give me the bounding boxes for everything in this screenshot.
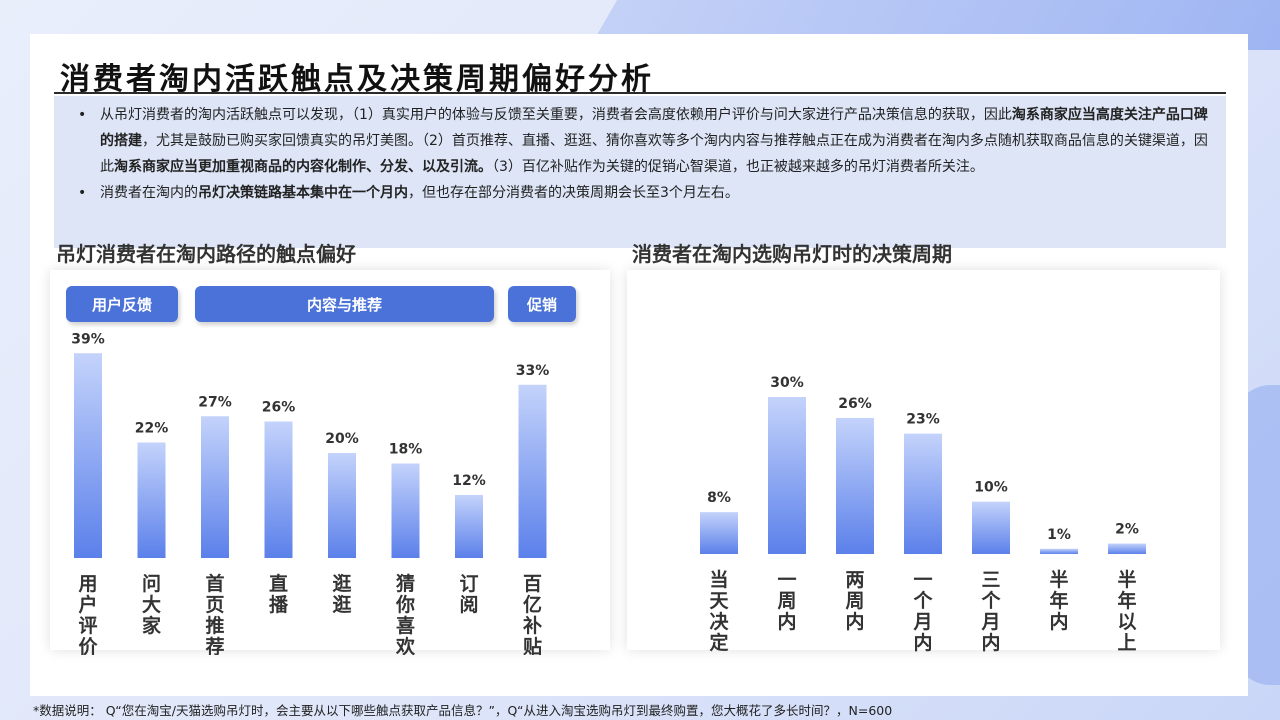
title-underline [54, 92, 1226, 94]
category-tag-promotion: 促销 [508, 286, 576, 322]
category-label: 问大家 [142, 573, 162, 637]
bar [836, 417, 874, 554]
category-label: 订阅 [459, 573, 478, 616]
bar-group-5: 18% 猜你喜欢 [389, 442, 423, 656]
bar-value-label: 26% [838, 396, 872, 412]
highlight-text: 吊灯决策链路基本集中在一个月内 [198, 185, 408, 201]
category-label: 一周内 [777, 569, 796, 633]
bar-group-0: 39% 用户评价 [71, 331, 105, 655]
bar-group-3: 23% 一个月内 [904, 412, 942, 654]
bar-value-label: 33% [516, 363, 550, 379]
bar-group-4: 20% 逛逛 [325, 431, 359, 616]
bar [972, 501, 1010, 554]
bar-value-label: 22% [135, 421, 169, 437]
bar [264, 421, 293, 558]
bar-value-label: 20% [325, 431, 359, 447]
bar [328, 453, 356, 558]
bar [518, 384, 547, 558]
bar-group-6: 2% 半年以上 [1108, 522, 1146, 654]
summary-bullet-1-text: 从吊灯消费者的淘内活跃触点可以发现，（1）真实用户的体验与反馈至关重要，消费者会… [100, 107, 1208, 175]
bar [1108, 543, 1146, 554]
summary-bullet-1: • 从吊灯消费者的淘内活跃触点可以发现，（1）真实用户的体验与反馈至关重要，消费… [70, 102, 1210, 180]
bar [201, 416, 229, 558]
bar-value-label: 27% [198, 394, 232, 410]
bar-value-label: 2% [1115, 522, 1139, 538]
bar-value-label: 8% [707, 490, 731, 506]
category-label: 百亿补贴 [523, 573, 542, 655]
category-label: 用户评价 [78, 573, 98, 655]
data-footnote: *数据说明： Q“您在淘宝/天猫选购吊灯时，会主要从以下哪些触点获取产品信息？”… [33, 703, 893, 718]
bar-group-1: 22% 问大家 [135, 421, 169, 638]
category-tag-user-feedback: 用户反馈 [66, 286, 178, 322]
bar [74, 353, 102, 558]
page-title: 消费者淘内活跃触点及决策周期偏好分析 [60, 62, 654, 97]
category-label: 直播 [269, 572, 289, 616]
summary-box: • 从吊灯消费者的淘内活跃触点可以发现，（1）真实用户的体验与反馈至关重要，消费… [54, 96, 1226, 248]
bullet-icon: • [78, 107, 87, 123]
bar-group-2: 27% 首页推荐 [198, 394, 232, 655]
touchpoint-bar-chart: 39% 用户评价 22% 问大家 27% 首页推荐 26% 直播 20% 逛逛 18% 猜你喜欢 12%… [71, 331, 550, 656]
bar-value-label: 12% [452, 473, 486, 489]
bar-group-7: 33% 百亿补贴 [516, 363, 550, 655]
bar-value-label: 26% [262, 400, 296, 416]
bar [904, 433, 942, 554]
bar-group-3: 26% 直播 [262, 400, 296, 617]
bar-value-label: 23% [906, 412, 940, 428]
highlight-text: 淘系商家应当更加重视商品的内容化制作、分发、以及引流。 [114, 159, 492, 175]
category-label: 当天决定 [709, 568, 729, 654]
category-label: 首页推荐 [204, 572, 224, 655]
bar-group-5: 1% 半年内 [1040, 527, 1078, 633]
category-label: 两周内 [845, 569, 864, 633]
bar-value-label: 10% [974, 480, 1008, 496]
category-label: 半年以上 [1117, 568, 1136, 654]
bar [1040, 548, 1078, 554]
category-label: 三个月内 [980, 569, 1001, 654]
bar-value-label: 18% [389, 442, 423, 458]
highlight-text: 淘系商家应当高度关注产品口碑的搭建 [100, 107, 1208, 149]
bar-group-6: 12% 订阅 [452, 473, 486, 616]
bar-value-label: 30% [770, 375, 804, 391]
bar-group-4: 10% 三个月内 [972, 480, 1010, 654]
bar [137, 442, 166, 558]
category-tag-content-recommendation: 内容与推荐 [195, 286, 494, 322]
bar-group-0: 8% 当天决定 [700, 490, 738, 654]
category-label: 半年内 [1049, 568, 1068, 633]
summary-bullet-2: • 消费者在淘内的吊灯决策链路基本集中在一个月内，但也存在部分消费者的决策周期会… [70, 180, 1210, 206]
bar [391, 463, 420, 558]
summary-bullet-2-text: 消费者在淘内的吊灯决策链路基本集中在一个月内，但也存在部分消费者的决策周期会长至… [100, 185, 739, 201]
decision-cycle-bar-chart: 8% 当天决定 30% 一周内 26% 两周内 23% 一个月内 10% 三个月内 1% 半年内 2% 半… [700, 375, 1146, 654]
left-chart-title: 吊灯消费者在淘内路径的触点偏好 [56, 242, 356, 266]
bar-group-1: 30% 一周内 [768, 375, 806, 633]
bar [700, 512, 738, 554]
category-label: 一个月内 [912, 569, 933, 654]
bar-value-label: 39% [71, 331, 105, 347]
category-label: 逛逛 [332, 572, 351, 616]
right-chart-title: 消费者在淘内选购吊灯时的决策周期 [632, 242, 952, 266]
bar-group-2: 26% 两周内 [836, 396, 874, 633]
category-label: 猜你喜欢 [395, 572, 416, 655]
bar [455, 495, 483, 558]
bar-value-label: 1% [1047, 527, 1071, 543]
bullet-icon: • [78, 185, 87, 201]
bar [768, 397, 806, 554]
